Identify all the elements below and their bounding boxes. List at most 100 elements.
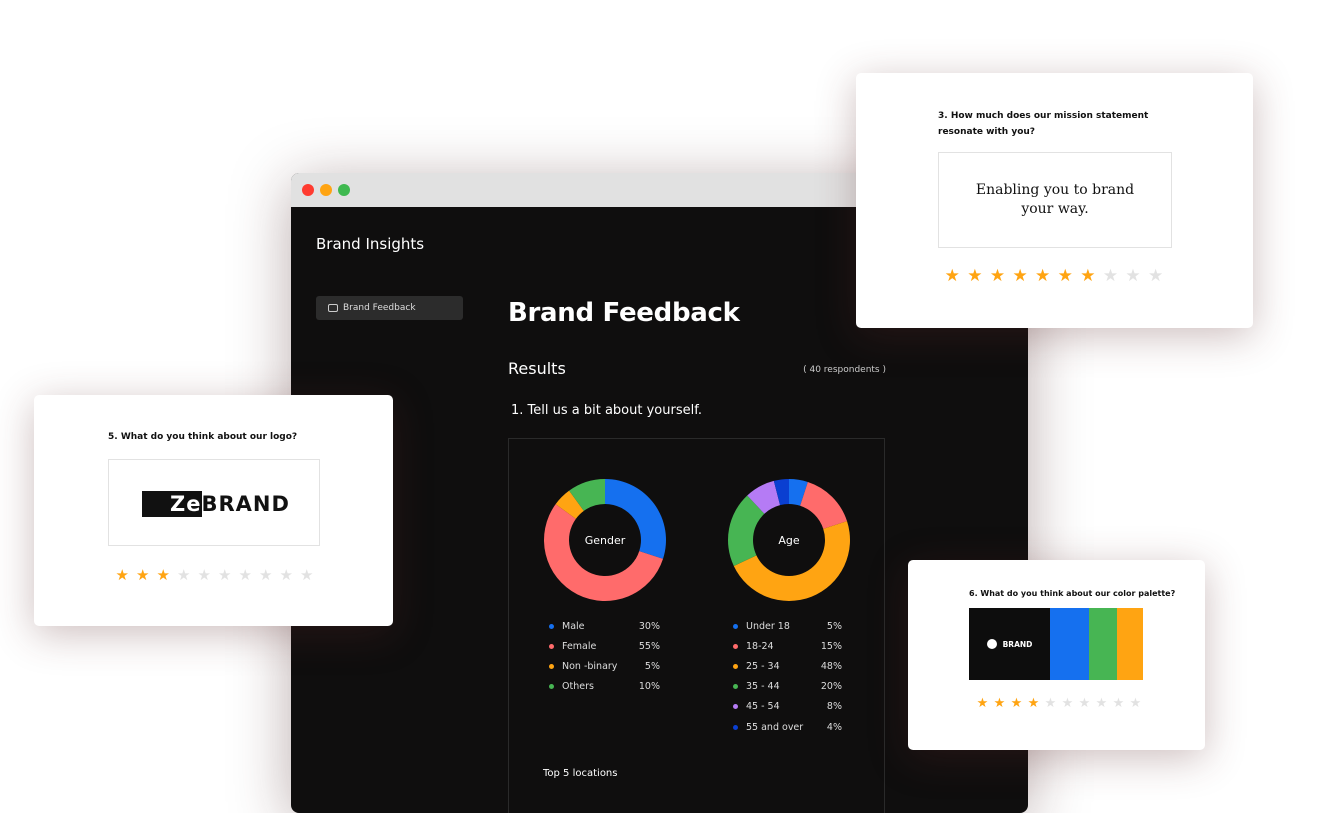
- results-heading: Results: [508, 359, 566, 378]
- palette-question: 6. What do you think about our color pal…: [969, 589, 1176, 598]
- star-empty-icon[interactable]: ★: [1095, 696, 1108, 711]
- donut-slice-non-binary: [555, 490, 584, 519]
- mission-card: 3. How much does our mission statement r…: [856, 73, 1253, 328]
- star-empty-icon[interactable]: ★: [1129, 696, 1142, 711]
- legend-dot: [549, 643, 554, 649]
- donut-center-label: Age: [778, 534, 800, 547]
- legend-value: 8%: [826, 701, 842, 713]
- swatch-blue: [1050, 608, 1089, 680]
- mission-statement: Enabling you to brand your way.: [975, 182, 1135, 217]
- app-title: Brand Insights: [316, 235, 425, 253]
- close-window-button[interactable]: [302, 184, 314, 196]
- palette-rating[interactable]: ★ ★ ★ ★ ★ ★ ★ ★ ★ ★: [974, 696, 1144, 711]
- legend-value: 20%: [820, 681, 842, 693]
- star-filled-icon[interactable]: ★: [976, 696, 989, 711]
- star-empty-icon[interactable]: ★: [1148, 266, 1164, 286]
- legend-dot: [733, 643, 738, 649]
- gender-legend: Male 30% Female 55% Non -binary 5% Others 10%: [549, 616, 660, 697]
- logo-question: 5. What do you think about our logo?: [108, 432, 298, 442]
- star-empty-icon[interactable]: ★: [259, 566, 273, 584]
- legend-dot: [549, 623, 554, 629]
- star-empty-icon[interactable]: ★: [279, 566, 293, 584]
- donut-slice-35-44: [728, 495, 765, 566]
- legend-item: Under 18 5%: [733, 616, 842, 636]
- donut-slice-others: [569, 479, 605, 511]
- mission-question: 3. How much does our mission statement r…: [938, 111, 1149, 137]
- swatch-black: BRAND: [969, 608, 1050, 680]
- legend-label: 55 and over: [746, 721, 804, 733]
- logo-rating[interactable]: ★ ★ ★ ★ ★ ★ ★ ★ ★ ★: [112, 566, 317, 584]
- legend-dot: [733, 704, 738, 710]
- star-filled-icon[interactable]: ★: [944, 266, 960, 286]
- legend-label: 25 - 34: [746, 660, 780, 672]
- star-empty-icon[interactable]: ★: [197, 566, 211, 584]
- swatch-orange: [1117, 608, 1143, 680]
- legend-label: 18-24: [746, 640, 774, 652]
- star-filled-icon[interactable]: ★: [1012, 266, 1028, 286]
- legend-item: Female 55%: [549, 636, 660, 656]
- palette-card: 6. What do you think about our color pal…: [908, 560, 1205, 750]
- legend-item: 35 - 44 20%: [733, 677, 842, 697]
- legend-item: 45 - 54 8%: [733, 697, 842, 717]
- logo-card: 5. What do you think about our logo? ZeB…: [34, 395, 393, 626]
- star-empty-icon[interactable]: ★: [1125, 266, 1141, 286]
- swatch-green: [1089, 608, 1117, 680]
- donut-slice-male: [605, 479, 666, 559]
- legend-item: 25 - 34 48%: [733, 656, 842, 676]
- star-filled-icon[interactable]: ★: [1010, 696, 1023, 711]
- legend-dot: [733, 663, 738, 669]
- star-filled-icon[interactable]: ★: [967, 266, 983, 286]
- top-locations-heading: Top 5 locations: [543, 768, 618, 779]
- star-filled-icon[interactable]: ★: [1080, 266, 1096, 286]
- chat-icon: [328, 304, 338, 312]
- legend-item: Others 10%: [549, 677, 660, 697]
- legend-label: Female: [562, 640, 597, 652]
- star-filled-icon[interactable]: ★: [115, 566, 129, 584]
- legend-value: 15%: [820, 640, 842, 652]
- star-empty-icon[interactable]: ★: [1078, 696, 1091, 711]
- donut-slice-45-54: [747, 480, 781, 514]
- zebrand-logo: ZeBRAND: [142, 491, 289, 517]
- star-filled-icon[interactable]: ★: [1027, 696, 1040, 711]
- donut-slice-18-24: [800, 481, 848, 529]
- maximize-window-button[interactable]: [338, 184, 350, 196]
- age-donut-chart: Age: [728, 479, 850, 601]
- donut-slice-under-18: [789, 479, 808, 506]
- logo-box: ZeBRAND: [108, 459, 320, 546]
- legend-label: Male: [562, 620, 585, 632]
- star-filled-icon[interactable]: ★: [993, 696, 1006, 711]
- minimize-window-button[interactable]: [320, 184, 332, 196]
- sidebar-item-brand-feedback[interactable]: Brand Feedback: [316, 296, 463, 320]
- gender-donut-chart: Gender: [544, 479, 666, 601]
- mission-rating[interactable]: ★ ★ ★ ★ ★ ★ ★ ★ ★ ★: [941, 266, 1167, 286]
- legend-label: 45 - 54: [746, 701, 780, 713]
- donut-slice-25-34: [733, 521, 850, 601]
- star-filled-icon[interactable]: ★: [1035, 266, 1051, 286]
- legend-value: 5%: [644, 660, 660, 672]
- legend-value: 48%: [820, 660, 842, 672]
- legend-value: 30%: [638, 620, 660, 632]
- results-panel: [508, 438, 885, 813]
- legend-dot: [549, 663, 554, 669]
- star-filled-icon[interactable]: ★: [1057, 266, 1073, 286]
- star-empty-icon[interactable]: ★: [1044, 696, 1057, 711]
- star-filled-icon[interactable]: ★: [136, 566, 150, 584]
- star-filled-icon[interactable]: ★: [156, 566, 170, 584]
- star-empty-icon[interactable]: ★: [218, 566, 232, 584]
- donut-slice-55-and-over: [773, 479, 789, 506]
- star-empty-icon[interactable]: ★: [1112, 696, 1125, 711]
- star-empty-icon[interactable]: ★: [177, 566, 191, 584]
- legend-value: 55%: [638, 640, 660, 652]
- star-filled-icon[interactable]: ★: [989, 266, 1006, 286]
- legend-value: 4%: [826, 721, 842, 733]
- legend-item: 55 and over 4%: [733, 717, 842, 737]
- legend-label: Non -binary: [562, 660, 618, 672]
- star-empty-icon[interactable]: ★: [300, 566, 314, 584]
- legend-item: Male 30%: [549, 616, 660, 636]
- star-empty-icon[interactable]: ★: [1102, 266, 1119, 286]
- mission-statement-box: Enabling you to brand your way.: [938, 152, 1172, 248]
- legend-item: Non -binary 5%: [549, 656, 660, 676]
- star-empty-icon[interactable]: ★: [1061, 696, 1074, 711]
- legend-dot: [733, 623, 738, 629]
- star-empty-icon[interactable]: ★: [238, 566, 252, 584]
